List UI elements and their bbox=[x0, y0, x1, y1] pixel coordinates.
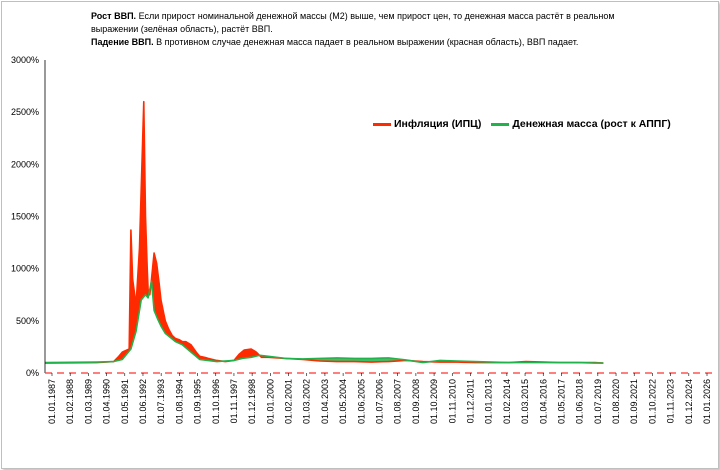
x-tick-label: 01.09.2008 bbox=[411, 379, 421, 424]
legend-item-inflation: Инфляция (ИПЦ) bbox=[373, 118, 481, 130]
y-tick-label: 0% bbox=[26, 368, 39, 378]
x-tick-label: 01.07.1993 bbox=[156, 379, 166, 424]
x-tick-label: 01.01.2026 bbox=[702, 379, 712, 424]
x-tick-label: 01.09.2021 bbox=[629, 379, 639, 424]
y-tick-label: 2000% bbox=[11, 159, 39, 169]
x-tick-label: 01.11.2023 bbox=[666, 379, 676, 423]
growth-title: Рост ВВП. bbox=[91, 11, 137, 21]
y-tick-label: 2500% bbox=[11, 107, 39, 117]
x-tick-label: 01.05.2017 bbox=[556, 379, 566, 424]
x-tick-label: 01.02.2014 bbox=[502, 379, 512, 424]
y-tick-label: 1000% bbox=[11, 264, 39, 274]
growth-text: Если прирост номинальной денежной массы … bbox=[91, 11, 615, 34]
x-tick-label: 01.03.2015 bbox=[520, 379, 530, 424]
x-tick-label: 01.10.1996 bbox=[211, 379, 221, 424]
x-tick-label: 01.02.1988 bbox=[65, 379, 75, 424]
decline-note: Падение ВВП. В противном случае денежная… bbox=[91, 36, 651, 49]
x-tick-label: 01.08.1994 bbox=[174, 379, 184, 424]
legend-label-inflation: Инфляция (ИПЦ) bbox=[394, 118, 482, 130]
annotation-text: Рост ВВП. Если прирост номинальной денеж… bbox=[91, 10, 651, 49]
series-line-inflation bbox=[44, 100, 604, 364]
x-tick-label: 01.10.2022 bbox=[647, 379, 657, 424]
y-tick-label: 500% bbox=[16, 316, 39, 326]
x-tick-label: 01.06.1992 bbox=[138, 379, 148, 424]
y-tick-label: 3000% bbox=[11, 55, 39, 65]
x-tick-label: 01.08.2020 bbox=[611, 379, 621, 424]
legend-swatch-money bbox=[491, 122, 510, 126]
x-tick-label: 01.01.1987 bbox=[47, 379, 57, 424]
x-tick-label: 01.12.2011 bbox=[465, 379, 475, 423]
x-tick-label: 01.11.2010 bbox=[447, 379, 457, 423]
decline-title: Падение ВВП. bbox=[91, 37, 154, 47]
x-tick-label: 01.04.2016 bbox=[538, 379, 548, 424]
x-tick-label: 01.01.2000 bbox=[265, 379, 275, 424]
x-tick-label: 01.04.1990 bbox=[102, 379, 112, 424]
series-line-money bbox=[44, 280, 604, 364]
x-tick-label: 01.01.2013 bbox=[484, 379, 494, 424]
legend-item-money: Денежная масса (рост к АППГ) bbox=[491, 118, 671, 130]
growth-note: Рост ВВП. Если прирост номинальной денеж… bbox=[91, 10, 651, 36]
x-tick-label: 01.03.1989 bbox=[83, 379, 93, 424]
y-tick-label: 1500% bbox=[11, 212, 39, 222]
x-tick-label: 01.02.2001 bbox=[284, 379, 294, 424]
x-tick-label: 01.12.1998 bbox=[247, 379, 257, 424]
x-tick-label: 01.04.2003 bbox=[320, 379, 330, 424]
x-tick-label: 01.11.1997 bbox=[229, 379, 239, 423]
legend-label-money: Денежная масса (рост к АППГ) bbox=[512, 118, 671, 130]
chart-legend: Инфляция (ИПЦ) Денежная масса (рост к АП… bbox=[373, 118, 671, 130]
x-tick-label: 01.10.2009 bbox=[429, 379, 439, 424]
x-tick-label: 01.12.2024 bbox=[684, 379, 694, 424]
x-tick-label: 01.08.2007 bbox=[393, 379, 403, 424]
legend-swatch-inflation bbox=[373, 122, 391, 126]
x-tick-label: 01.09.1995 bbox=[193, 379, 203, 424]
decline-text: В противном случае денежная масса падает… bbox=[156, 37, 579, 47]
x-tick-label: 01.05.1991 bbox=[120, 379, 130, 424]
x-tick-label: 01.03.2002 bbox=[302, 379, 312, 424]
x-tick-label: 01.07.2006 bbox=[375, 379, 385, 424]
x-tick-label: 01.06.2018 bbox=[575, 379, 585, 424]
x-tick-label: 01.06.2005 bbox=[356, 379, 366, 424]
x-tick-label: 01.05.2004 bbox=[338, 379, 348, 424]
x-tick-label: 01.07.2019 bbox=[593, 379, 603, 424]
